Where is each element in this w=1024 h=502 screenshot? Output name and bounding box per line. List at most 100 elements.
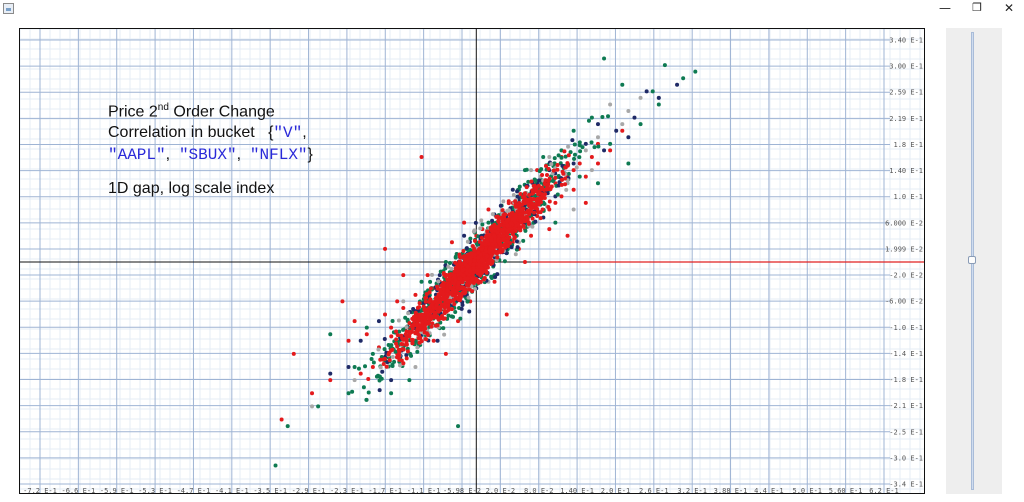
data-point [453,309,458,314]
minimize-button[interactable]: — [939,1,951,15]
data-point [446,313,451,318]
data-point [608,141,613,146]
data-point [595,181,600,186]
data-point [486,207,491,212]
close-button[interactable]: ✕ [1003,1,1015,15]
data-point [409,353,414,358]
data-point [571,187,576,192]
data-point [511,193,516,198]
data-point [445,288,450,293]
data-point [423,309,428,314]
data-point [544,163,549,168]
data-point [553,175,558,180]
data-point [441,286,446,291]
data-point [376,319,381,324]
data-point [352,319,357,324]
data-point [413,292,418,297]
data-point [546,166,551,171]
data-point [498,203,503,208]
window-title-bar: — ❐ ✕ [0,0,1024,20]
data-point [399,358,404,363]
data-point [458,276,463,281]
data-point [480,241,485,246]
x-tick-label: -4.1 E-1 [215,487,249,494]
data-point [443,351,448,356]
java-app-icon [3,3,14,14]
data-point [482,261,487,266]
data-point [461,249,466,254]
data-point [374,374,379,379]
data-point [693,69,698,74]
data-point [458,271,463,276]
data-point [415,349,420,354]
data-point [547,199,552,204]
data-point [650,89,655,94]
data-point [395,333,400,338]
data-point [571,128,576,133]
data-point [409,337,414,342]
data-point [455,285,460,290]
data-point [443,266,448,271]
vertical-slider-thumb[interactable] [968,256,976,264]
data-point [425,273,430,278]
data-point [435,323,440,328]
data-point [563,176,568,181]
data-point [429,309,434,314]
data-point [505,223,510,228]
data-point [541,154,546,159]
data-point [448,283,453,288]
data-point [523,228,528,233]
y-tick-label: -6.00 E-2 [885,298,923,306]
data-point [498,242,503,247]
data-point [574,165,579,170]
data-point [443,295,448,300]
y-tick-label: -1.8 E-1 [889,376,923,384]
data-point [404,353,409,358]
data-point [431,313,436,318]
data-point [460,268,465,273]
data-point [485,239,490,244]
data-point [454,288,459,293]
data-point [500,208,505,213]
data-point [363,364,368,369]
data-point [563,165,568,170]
data-point [485,254,490,259]
data-point [457,252,462,257]
data-point [453,266,458,271]
data-point [562,149,567,154]
data-point [403,315,408,320]
data-point [446,303,451,308]
data-point [404,329,409,334]
data-point [498,222,503,227]
data-point [479,235,484,240]
x-tick-label: 3.88 E-1 [714,487,748,494]
data-point [415,323,420,328]
data-point [479,247,484,252]
data-point [456,280,461,285]
data-point [489,229,494,234]
data-point [441,271,446,276]
x-tick-label: 1.40 E-1 [560,487,594,494]
x-tick-label: 6.2 E-1 [869,487,899,494]
data-point [536,210,541,215]
data-point [364,325,369,330]
data-point [469,251,474,256]
data-point [464,287,469,292]
data-point [460,285,465,290]
annotation-line-1-text: Price 2 [108,103,158,121]
data-point [427,290,432,295]
data-point [366,377,371,382]
data-point [602,56,607,61]
data-point [470,276,475,281]
data-point [467,309,472,314]
data-point [390,318,395,323]
x-tick-label: -4.7 E-1 [177,487,211,494]
restore-button[interactable]: ❐ [972,1,982,14]
data-point [529,179,534,184]
annotation-brace-open: { [268,124,274,142]
data-point [449,266,454,271]
data-point [540,196,545,201]
data-point [537,178,542,183]
data-point [493,274,498,279]
data-point [495,214,500,219]
